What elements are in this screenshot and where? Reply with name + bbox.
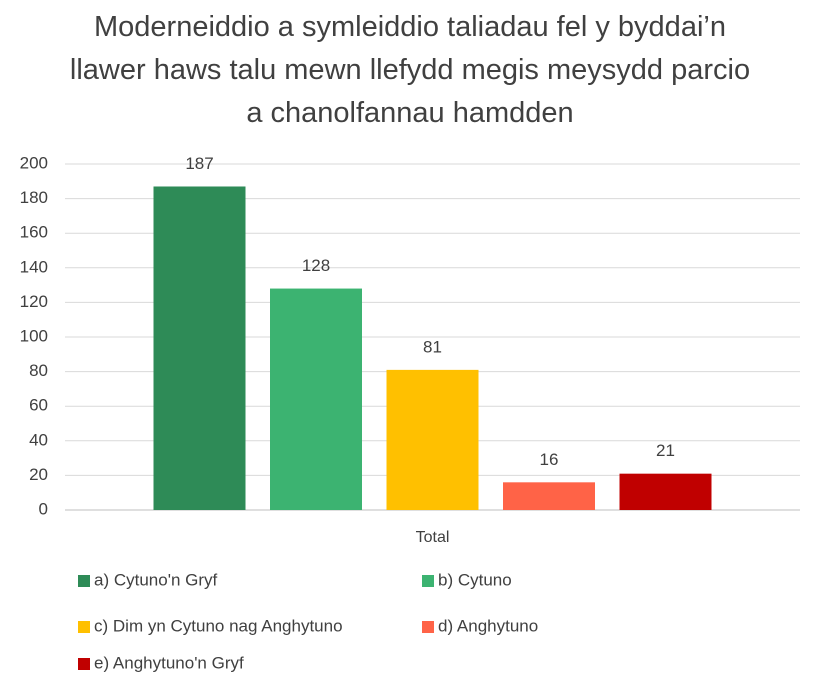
bar [270, 288, 362, 510]
bar [386, 369, 479, 510]
y-tick-label: 0 [39, 499, 48, 518]
bar [619, 473, 712, 510]
y-tick-label: 60 [29, 396, 48, 415]
legend-swatch [78, 575, 90, 587]
y-tick-label: 100 [20, 326, 48, 345]
y-tick-label: 80 [29, 361, 48, 380]
y-tick-label: 140 [20, 257, 48, 276]
legend-swatch [78, 621, 90, 633]
legend-label: d) Anghytuno [438, 616, 538, 635]
y-tick-label: 160 [20, 223, 48, 242]
legend-swatch [78, 658, 90, 670]
chart-title: Moderneiddio a symleiddio taliadau fel y… [69, 11, 751, 129]
y-tick-label: 20 [29, 465, 48, 484]
legend-label: c) Dim yn Cytuno nag Anghytuno [94, 616, 343, 635]
value-label: 81 [423, 337, 442, 356]
y-tick-label: 40 [29, 430, 48, 449]
x-tick-label: Total [416, 529, 450, 546]
legend-swatch [422, 621, 434, 633]
y-tick-label: 180 [20, 188, 48, 207]
y-tick-label: 200 [20, 153, 48, 172]
legend-label: b) Cytuno [438, 570, 512, 589]
legend-label: e) Anghytuno'n Gryf [94, 653, 244, 672]
value-label: 21 [656, 441, 675, 460]
value-label: 128 [302, 256, 330, 275]
value-label: 187 [185, 154, 213, 173]
y-tick-label: 120 [20, 292, 48, 311]
legend-swatch [422, 575, 434, 587]
legend-label: a) Cytuno'n Gryf [94, 570, 218, 589]
value-label: 16 [540, 450, 559, 469]
bar [503, 482, 595, 510]
bar [153, 186, 246, 511]
